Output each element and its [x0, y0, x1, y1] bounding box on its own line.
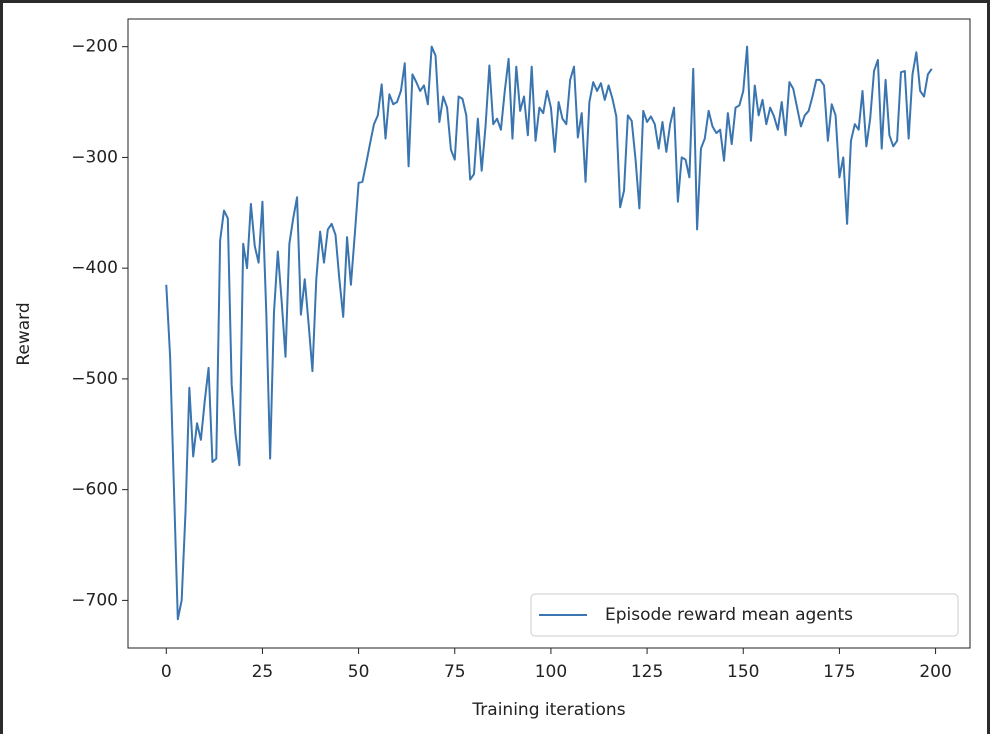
plot-frame [127, 18, 971, 649]
y-tick-label: −400 [71, 258, 118, 278]
x-tick-label: 75 [444, 662, 466, 682]
x-tick-label: 0 [161, 662, 172, 682]
x-tick-label: 125 [631, 662, 663, 682]
x-tick-label: 100 [535, 662, 567, 682]
x-tick-label: 25 [252, 662, 274, 682]
y-axis-label: Reward [14, 302, 34, 365]
series-line [165, 45, 933, 621]
x-tick-label: 200 [919, 662, 951, 682]
x-tick-label: 50 [348, 662, 370, 682]
x-tick-label: 175 [823, 662, 855, 682]
y-tick-label: −300 [71, 147, 118, 167]
x-axis-label: Training iterations [471, 700, 625, 720]
legend-box [530, 593, 959, 637]
y-tick-label: −200 [71, 37, 118, 57]
y-tick-label: −500 [71, 369, 118, 389]
x-tick-label: 150 [727, 662, 759, 682]
legend-label: Episode reward mean agents [605, 605, 853, 625]
y-tick-label: −700 [71, 590, 118, 610]
y-tick-label: −600 [71, 480, 118, 500]
